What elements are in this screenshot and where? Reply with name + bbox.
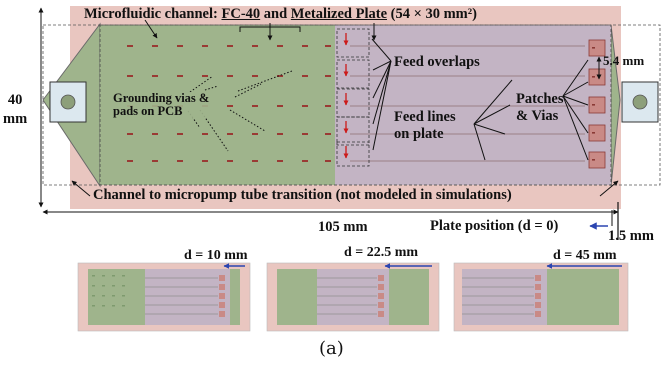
length-label: 105 mm — [318, 219, 368, 235]
transition-arrow-right — [599, 180, 619, 197]
title-prefix: Microfluidic channel: — [84, 6, 222, 22]
tube-outline — [42, 24, 661, 186]
feed-lines-label: Feed lines on plate — [394, 109, 456, 143]
transition-arrow-left — [71, 180, 91, 197]
grounding-label-line2: pads on PCB — [113, 104, 183, 119]
title-and: and — [260, 6, 291, 22]
left-tube-port — [60, 94, 76, 110]
grounding-label-line1: Grounding vias & — [113, 91, 210, 105]
height-label: 40 mm — [3, 92, 28, 129]
transition-label: Channel to micropump tube transition (no… — [93, 187, 512, 203]
patches-label-line1: Patches — [516, 91, 564, 107]
plate-position-label: Plate position (d = 0) — [430, 218, 559, 234]
right-tube-port — [632, 94, 648, 110]
grounding-label: Grounding vias & pads on PCB — [113, 91, 210, 119]
patches-leaders — [562, 59, 589, 161]
thumbnail-d10 — [77, 262, 251, 332]
title-dims: (54 × 30 mm²) — [387, 6, 477, 22]
thumbnail-d22-label: d = 22.5 mm — [344, 245, 419, 260]
metalized-plate — [335, 25, 611, 185]
feed-overlap-leaders — [371, 38, 392, 151]
title-plate: Metalized Plate — [290, 6, 388, 22]
patch-spacing-label: 5.4 mm — [603, 53, 645, 68]
feed-lines-label-line1: Feed lines — [394, 109, 456, 125]
thumbnail-d45-label: d = 45 mm — [553, 248, 617, 263]
feed-lines-label-line2: on plate — [394, 126, 444, 143]
feed-lines-leaders — [473, 79, 513, 161]
grounding-vias — [127, 45, 331, 162]
height-unit: mm — [3, 111, 28, 128]
diagram-title: Microfluidic channel: FC-40 and Metalize… — [84, 6, 477, 22]
thumbnail-d45 — [453, 262, 629, 332]
figure-caption: (a) — [319, 338, 344, 359]
patch-vias — [592, 47, 595, 161]
height-value: 40 — [7, 92, 23, 108]
fc40-pointer — [144, 19, 158, 39]
feed-overlap-boxes — [336, 28, 370, 167]
title-fluid: FC-40 — [221, 6, 261, 22]
feed-lines — [350, 45, 585, 162]
patches-label-line2: & Vias — [516, 108, 559, 125]
thumbnail-d10-label: d = 10 mm — [184, 248, 248, 263]
offset-label: 1.5 mm — [608, 228, 654, 244]
thumbnail-d22 — [266, 262, 440, 332]
feed-overlaps-label: Feed overlaps — [394, 54, 480, 70]
patches-label: Patches & Vias — [516, 91, 564, 125]
